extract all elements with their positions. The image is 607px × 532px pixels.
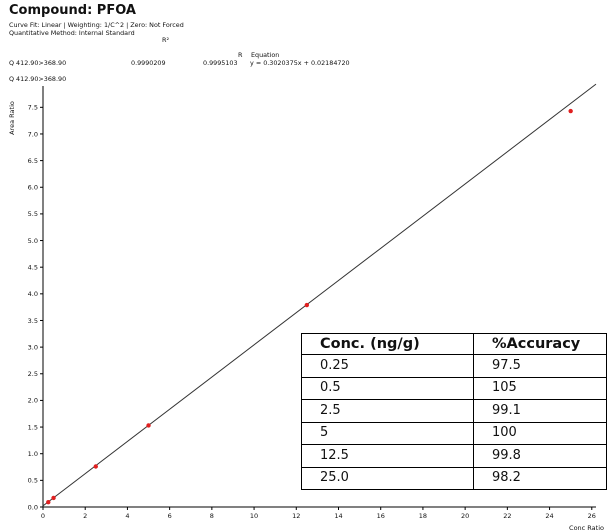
y-tick-label: 7.5 — [28, 104, 38, 112]
x-tick-label: 20 — [461, 512, 469, 520]
y-tick-label: 4.5 — [28, 263, 38, 271]
x-tick-label: 10 — [250, 512, 258, 520]
x-tick-label: 8 — [210, 512, 214, 520]
y-tick-label: 4.0 — [28, 290, 38, 298]
transition-label: Q 412.90>368.90 — [9, 59, 67, 67]
y-tick-label: 5.0 — [28, 237, 38, 245]
x-tick-label: 14 — [334, 512, 342, 520]
table-cell: 105 — [473, 376, 607, 400]
y-tick-label: 5.5 — [28, 210, 38, 218]
data-point — [46, 500, 51, 505]
table-cell: 99.8 — [473, 444, 607, 468]
y-axis-label: Area Ratio — [8, 101, 16, 135]
y-tick-label: 2.5 — [28, 370, 38, 378]
r2-value: 0.9990209 — [131, 59, 166, 67]
y-tick-label: 3.5 — [28, 317, 38, 325]
table-cell: 25.0 — [301, 466, 474, 490]
fit-line-group — [42, 83, 597, 507]
table-cell: 0.5 — [301, 376, 474, 400]
table-row: 2.5 99.1 — [301, 399, 607, 423]
data-point — [146, 423, 151, 428]
x-tick-label: 6 — [168, 512, 172, 520]
data-point — [51, 495, 56, 501]
y-tick-label: 6.0 — [28, 184, 38, 192]
x-tick-label: 2 — [83, 512, 87, 520]
table-header-row: Conc. (ng/g) %Accuracy — [301, 333, 607, 355]
y-tick-label: 0.0 — [28, 503, 38, 511]
table-row: 25.0 98.2 — [301, 466, 607, 490]
data-point — [304, 302, 310, 308]
table-cell: 0.25 — [301, 354, 474, 378]
quant-method-info: Quantitative Method: Internal Standard — [9, 29, 135, 37]
x-tick-label: 16 — [377, 512, 385, 520]
data-points — [46, 108, 573, 505]
table-cell: 98.2 — [473, 466, 607, 490]
y-tick-label: 6.5 — [28, 157, 38, 165]
equation-value: y = 0.3020375x + 0.02184720 — [250, 59, 350, 67]
r2-header: R² — [162, 36, 170, 44]
table-cell: 12.5 — [301, 444, 474, 468]
x-tick-label: 4 — [125, 512, 129, 520]
x-tick-label: 26 — [588, 512, 596, 520]
table-cell: 99.1 — [473, 399, 607, 423]
y-tick-label: 1.0 — [28, 450, 38, 458]
y-tick-label: 1.5 — [28, 423, 38, 431]
x-tick-label: 18 — [419, 512, 427, 520]
data-point — [93, 464, 98, 469]
table-cell: 100 — [473, 421, 607, 445]
x-tick-label: 22 — [503, 512, 511, 520]
y-tick-label: 2.0 — [28, 397, 38, 405]
table-cell: 2.5 — [301, 399, 474, 423]
plot-transition-label: Q 412.90>368.90 — [9, 75, 67, 83]
table-row: 12.5 99.8 — [301, 444, 607, 468]
table-cell: 97.5 — [473, 354, 607, 378]
r-value: 0.9995103 — [203, 59, 238, 67]
table-row: 5 100 — [301, 421, 607, 445]
x-tick-label: 24 — [545, 512, 553, 520]
table-cell: 5 — [301, 421, 474, 445]
y-tick-label: 3.0 — [28, 343, 38, 351]
x-tick-label: 0 — [41, 512, 45, 520]
r-header: R — [238, 51, 243, 59]
chart-axes — [42, 86, 596, 508]
table-header-accuracy: %Accuracy — [473, 333, 607, 355]
table-row: 0.5 105 — [301, 376, 607, 400]
data-point — [568, 108, 573, 114]
y-tick-label: 7.0 — [28, 130, 38, 138]
fit-line — [42, 83, 597, 507]
x-tick-label: 12 — [292, 512, 300, 520]
y-tick-label: 0.5 — [28, 477, 38, 485]
accuracy-table: Conc. (ng/g) %Accuracy 0.25 97.5 0.5 105 2… — [301, 333, 607, 490]
page-title: Compound: PFOA — [9, 3, 136, 18]
x-axis-label: Conc Ratio — [569, 524, 604, 532]
equation-header: Equation — [251, 51, 280, 59]
table-row: 0.25 97.5 — [301, 354, 607, 378]
chart-ticks: 0 2 4 6 8 10 12 14 16 18 20 22 24 260.00.51.01.52.02.… — [28, 104, 596, 520]
table-header-conc: Conc. (ng/g) — [301, 333, 474, 355]
axis-labels: Area Ratio Conc Ratio — [8, 101, 604, 532]
curve-fit-info: Curve Fit: Linear | Weighting: 1/C^2 | Z… — [9, 21, 184, 29]
